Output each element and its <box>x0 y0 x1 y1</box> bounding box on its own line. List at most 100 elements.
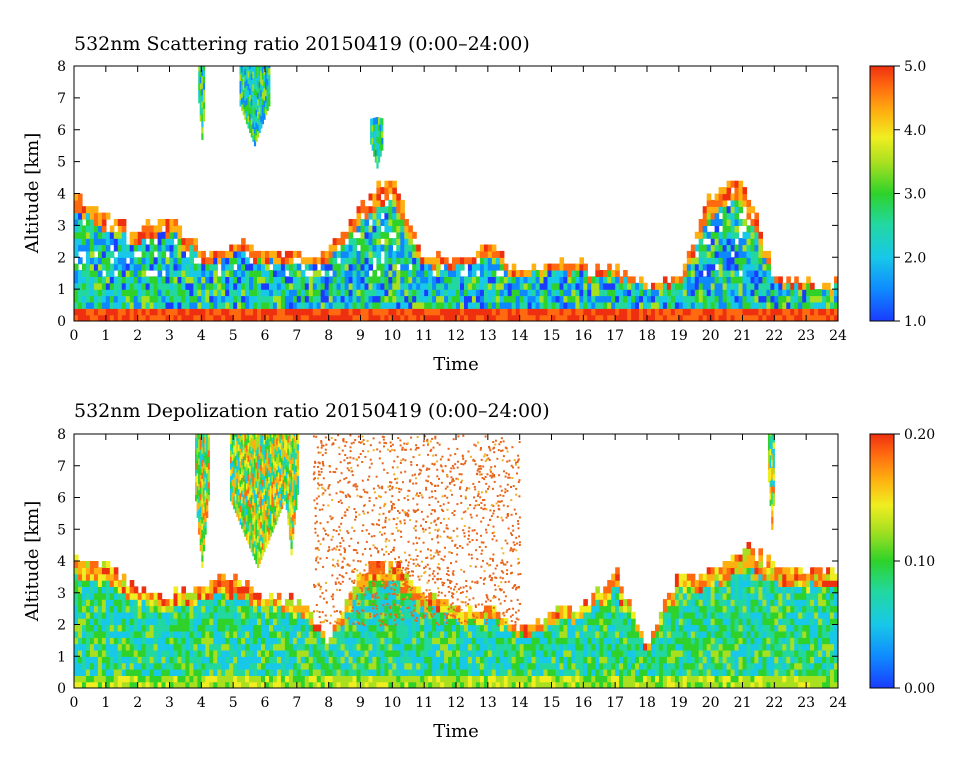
heatmap-cell <box>308 630 314 638</box>
heatmap-cell <box>595 637 600 645</box>
heatmap-cell <box>185 605 190 613</box>
heatmap-cell <box>416 630 421 638</box>
heatmap-cell <box>181 263 186 271</box>
heatmap-cell <box>416 301 421 309</box>
heatmap-cell <box>718 295 724 303</box>
heatmap-cell <box>467 643 473 651</box>
heatmap-cell <box>145 618 151 626</box>
heatmap-cell <box>356 212 362 220</box>
heatmap-cell <box>786 289 791 297</box>
heatmap-cell <box>714 244 720 252</box>
heatmap-cell <box>392 295 397 303</box>
heatmap-cell <box>141 618 147 626</box>
heatmap-cell <box>320 308 326 316</box>
heatmap-cell <box>161 662 167 670</box>
heatmap-cell <box>503 675 509 683</box>
heatmap-cell <box>428 257 433 265</box>
heatmap-cell <box>380 573 385 581</box>
heatmap-cell <box>619 314 624 321</box>
heatmap-cell <box>109 263 115 271</box>
heatmap-cell <box>157 599 163 607</box>
heatmap-cell <box>121 295 127 303</box>
heatmap-cell <box>257 85 260 93</box>
heatmap-cell <box>109 675 115 683</box>
heatmap-cell <box>706 314 712 321</box>
heatmap-cell <box>483 605 489 613</box>
heatmap-cell <box>706 656 712 664</box>
heatmap-cell <box>718 314 724 321</box>
heatmap-cell <box>460 643 465 651</box>
heatmap-cell <box>157 276 163 284</box>
heatmap-cell <box>252 103 255 110</box>
heatmap-cell <box>655 301 660 309</box>
heatmap-cell <box>348 618 354 626</box>
heatmap-cell <box>245 257 250 265</box>
heatmap-cell <box>702 244 708 252</box>
heatmap-cell <box>686 662 692 670</box>
heatmap-cell <box>694 605 700 613</box>
heatmap-cell <box>364 231 370 239</box>
heatmap-cell <box>523 649 529 657</box>
heatmap-cell <box>448 624 453 632</box>
heatmap-cell <box>261 117 264 125</box>
heatmap-cell <box>265 289 270 297</box>
heatmap-cell <box>495 250 501 258</box>
heatmap-cell <box>97 618 103 626</box>
heatmap-cell <box>189 289 194 297</box>
heatmap-cell <box>702 592 708 600</box>
heatmap-cell <box>706 624 712 632</box>
heatmap-cell <box>117 276 123 284</box>
heatmap-cell <box>201 669 206 676</box>
heatmap-cell <box>495 649 501 657</box>
heatmap-cell <box>440 605 445 613</box>
heatmap-cell <box>690 611 696 619</box>
heatmap-cell <box>372 244 377 252</box>
heatmap-cell <box>320 282 326 290</box>
heatmap-cell <box>380 649 385 657</box>
heatmap-cell <box>591 675 596 683</box>
heatmap-cell <box>117 618 123 626</box>
heatmap-cell <box>233 573 238 581</box>
heatmap-cell <box>253 289 258 297</box>
heatmap-cell <box>105 630 111 638</box>
heatmap-cell <box>261 637 266 645</box>
heatmap-cell <box>133 308 139 316</box>
heatmap-cell <box>364 599 370 607</box>
heatmap-cell <box>300 301 306 309</box>
heatmap-cell <box>627 599 632 607</box>
heatmap-cell <box>523 681 529 688</box>
heatmap-cell <box>535 276 541 284</box>
heatmap-cell <box>535 656 541 664</box>
x-tick-label: 15 <box>543 328 561 344</box>
heatmap-cell <box>89 669 95 676</box>
heatmap-cell <box>133 630 139 638</box>
heatmap-cell <box>198 89 201 97</box>
heatmap-cell <box>101 656 107 664</box>
heatmap-cell <box>515 669 521 676</box>
heatmap-cell <box>710 624 716 632</box>
heatmap-cell <box>499 669 505 676</box>
heatmap-cell <box>599 295 604 303</box>
heatmap-cell <box>221 282 226 290</box>
heatmap-cell <box>388 250 393 258</box>
heatmap-cell <box>304 649 310 657</box>
heatmap-cell <box>583 630 588 638</box>
heatmap-cell <box>742 193 748 201</box>
heatmap-cell <box>627 662 632 670</box>
heatmap-cell <box>249 126 252 133</box>
heatmap-cell <box>121 270 127 277</box>
heatmap-cell <box>189 643 194 651</box>
heatmap-cell <box>698 599 704 607</box>
heatmap-cell <box>221 599 226 607</box>
heatmap-cell <box>523 630 529 638</box>
depolarization-title: 532nm Depolization ratio 20150419 (0:00–… <box>74 400 550 422</box>
heatmap-cell <box>129 669 135 676</box>
heatmap-cell <box>161 630 167 638</box>
heatmap-cell <box>217 624 222 632</box>
heatmap-cell <box>324 263 330 271</box>
heatmap-cell <box>332 669 338 676</box>
heatmap-cell <box>213 295 218 303</box>
heatmap-cell <box>300 656 306 664</box>
heatmap-cell <box>491 630 497 638</box>
heatmap-cell <box>237 257 242 265</box>
